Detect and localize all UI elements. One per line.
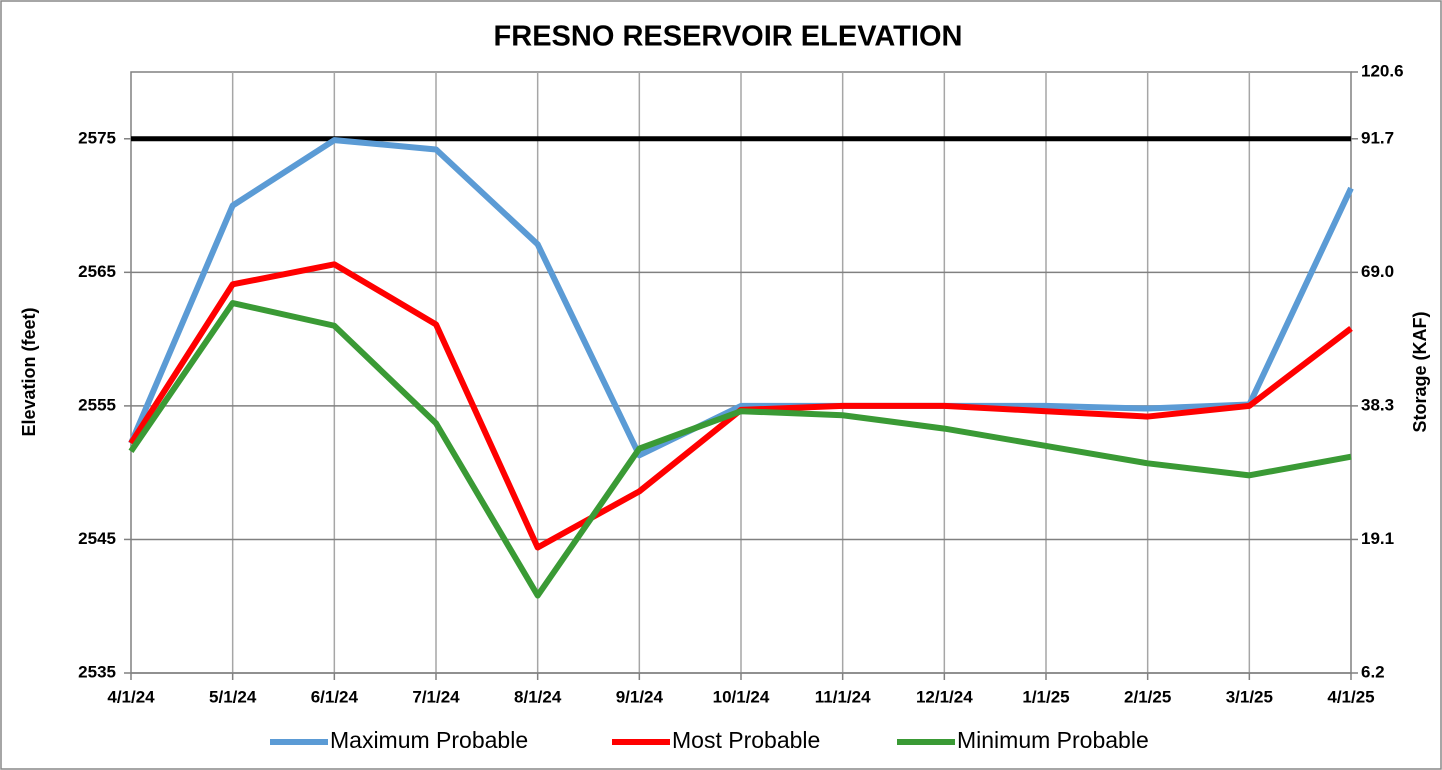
y-tick-label: 2575 bbox=[78, 128, 116, 147]
x-tick-label: 11/1/24 bbox=[815, 687, 871, 706]
x-tick-label: 12/1/24 bbox=[916, 687, 973, 706]
y-tick-label: 2535 bbox=[78, 662, 116, 681]
y-tick-label: 2545 bbox=[78, 529, 116, 548]
x-tick-label: 8/1/24 bbox=[514, 687, 562, 706]
x-tick-label: 4/1/24 bbox=[107, 687, 155, 706]
y2-axis-title: Storage (KAF) bbox=[1410, 311, 1430, 432]
y2-tick-label: 91.7 bbox=[1361, 128, 1394, 147]
y-tick-label: 2555 bbox=[78, 395, 116, 414]
y-axis-title: Elevation (feet) bbox=[19, 307, 39, 436]
legend-label: Minimum Probable bbox=[957, 727, 1149, 753]
x-tick-label: 3/1/25 bbox=[1226, 687, 1273, 706]
x-tick-label: 4/1/25 bbox=[1327, 687, 1374, 706]
y-tick-label: 2565 bbox=[78, 262, 116, 281]
x-tick-label: 9/1/24 bbox=[616, 687, 664, 706]
x-tick-label: 6/1/24 bbox=[311, 687, 359, 706]
x-tick-label: 2/1/25 bbox=[1124, 687, 1171, 706]
x-tick-label: 7/1/24 bbox=[412, 687, 460, 706]
series-line bbox=[128, 300, 1352, 599]
y2-tick-label: 120.6 bbox=[1361, 61, 1404, 80]
y2-tick-label: 38.3 bbox=[1361, 395, 1394, 414]
legend-label: Most Probable bbox=[672, 727, 820, 753]
x-tick-label: 1/1/25 bbox=[1022, 687, 1069, 706]
series-line bbox=[128, 137, 1354, 459]
legend-label: Maximum Probable bbox=[330, 727, 528, 753]
y2-tick-label: 69.0 bbox=[1361, 262, 1394, 281]
x-tick-label: 5/1/24 bbox=[209, 687, 257, 706]
y2-tick-label: 19.1 bbox=[1361, 529, 1394, 548]
y2-tick-label: 6.2 bbox=[1361, 662, 1385, 681]
chart-title: FRESNO RESERVOIR ELEVATION bbox=[494, 21, 963, 53]
x-tick-label: 10/1/24 bbox=[713, 687, 770, 706]
